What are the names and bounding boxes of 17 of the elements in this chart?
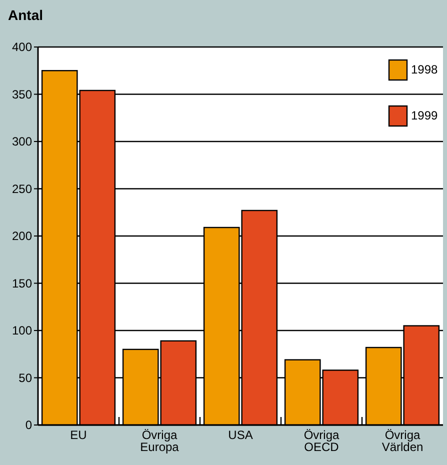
- x-tick-label: USA: [228, 428, 253, 442]
- y-tick-label: 350: [12, 87, 32, 102]
- y-tick-label: 0: [25, 418, 32, 432]
- y-tick-label: 400: [12, 40, 32, 54]
- x-tick-label: EU: [70, 428, 87, 442]
- y-tick-label: 300: [12, 134, 32, 149]
- y-tick-label: 200: [12, 229, 32, 244]
- x-tick-label: Övriga Europa: [140, 428, 180, 454]
- x-tick-label: Övriga Världen: [382, 428, 424, 454]
- x-tick-label: Övriga OECD: [304, 428, 340, 454]
- legend-label: 1999: [411, 108, 438, 123]
- y-tick-label: 100: [12, 324, 32, 338]
- y-tick-label: 150: [12, 276, 32, 290]
- legend-label: 1998: [411, 62, 438, 77]
- y-tick-label: 50: [18, 370, 32, 385]
- chart-title: Antal: [8, 7, 43, 23]
- y-tick-label: 250: [12, 182, 32, 196]
